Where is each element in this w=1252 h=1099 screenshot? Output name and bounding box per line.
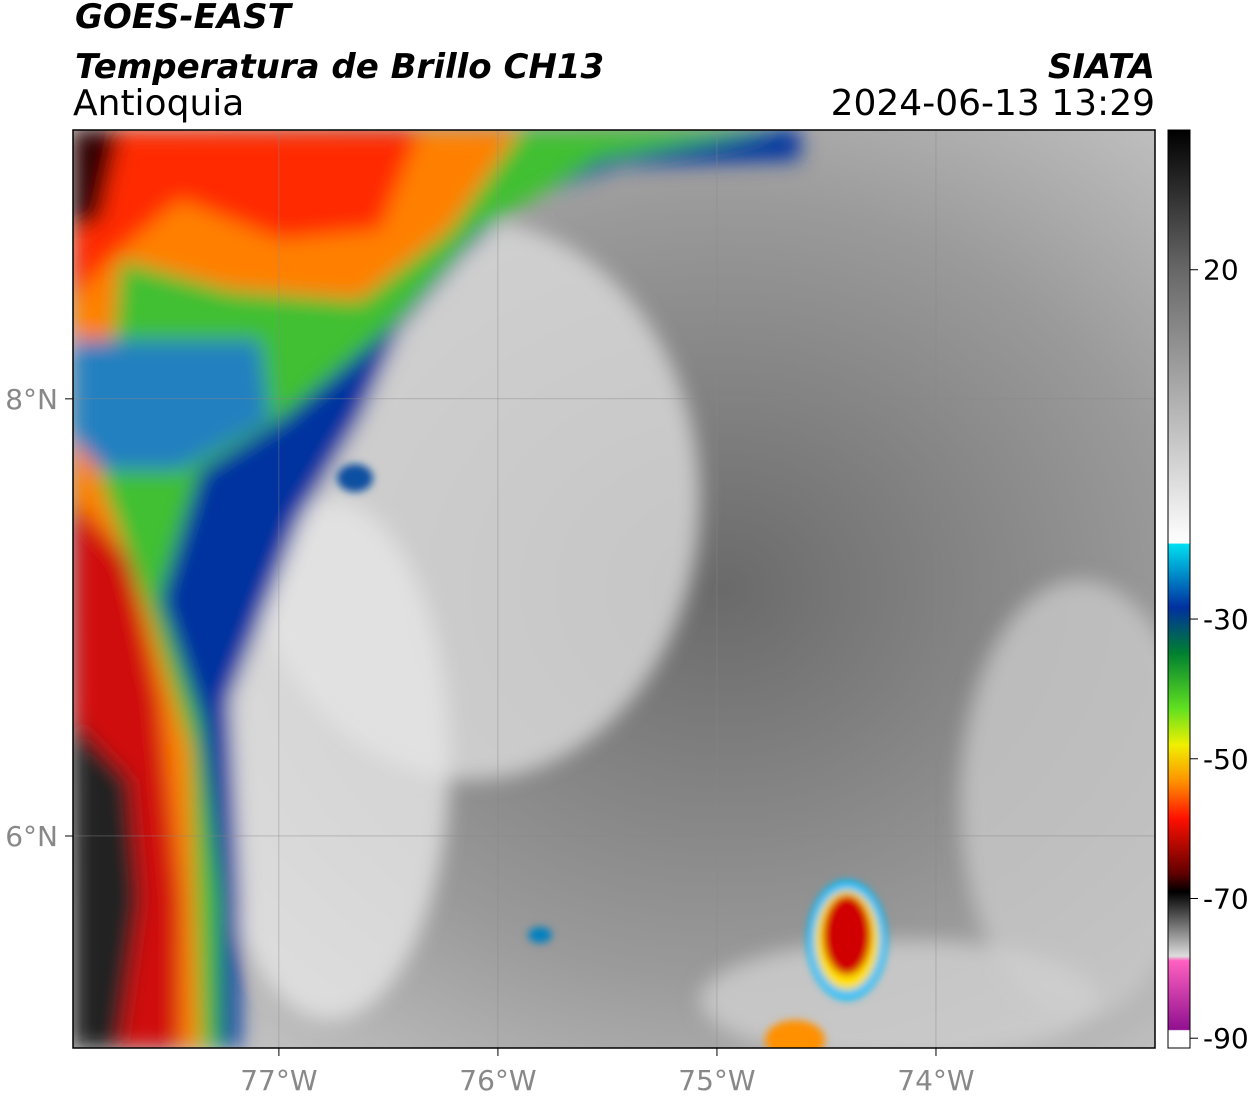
x-tick-label: 75°W	[678, 1064, 755, 1097]
colorbar-tick-label: -30	[1203, 603, 1249, 636]
y-tick-label: 8°N	[5, 383, 58, 416]
x-tick-label: 77°W	[240, 1064, 317, 1097]
colorbar-tick-label: -50	[1203, 743, 1249, 776]
source: SIATA	[1048, 47, 1155, 87]
x-tick-label: 76°W	[459, 1064, 536, 1097]
timestamp: 2024-06-13 13:29	[831, 83, 1155, 124]
colorbar: 20 -30 -50 -70 -90	[1167, 129, 1249, 1055]
region: Antioquia	[73, 83, 244, 124]
colorbar-tick-label: 20	[1203, 254, 1239, 287]
product: Temperatura de Brillo CH13	[75, 47, 604, 87]
y-tick-label: 6°N	[5, 820, 58, 853]
colorbar-tick-label: -90	[1203, 1022, 1249, 1055]
colorbar-ramp	[1167, 129, 1191, 1049]
x-tick-label: 74°W	[897, 1064, 974, 1097]
title: GOES-EAST	[75, 0, 294, 37]
graticule	[65, 130, 1155, 1056]
map-frame	[72, 129, 1156, 1049]
satellite-image	[73, 130, 1155, 1048]
colorbar-tick-label: -70	[1203, 882, 1249, 915]
